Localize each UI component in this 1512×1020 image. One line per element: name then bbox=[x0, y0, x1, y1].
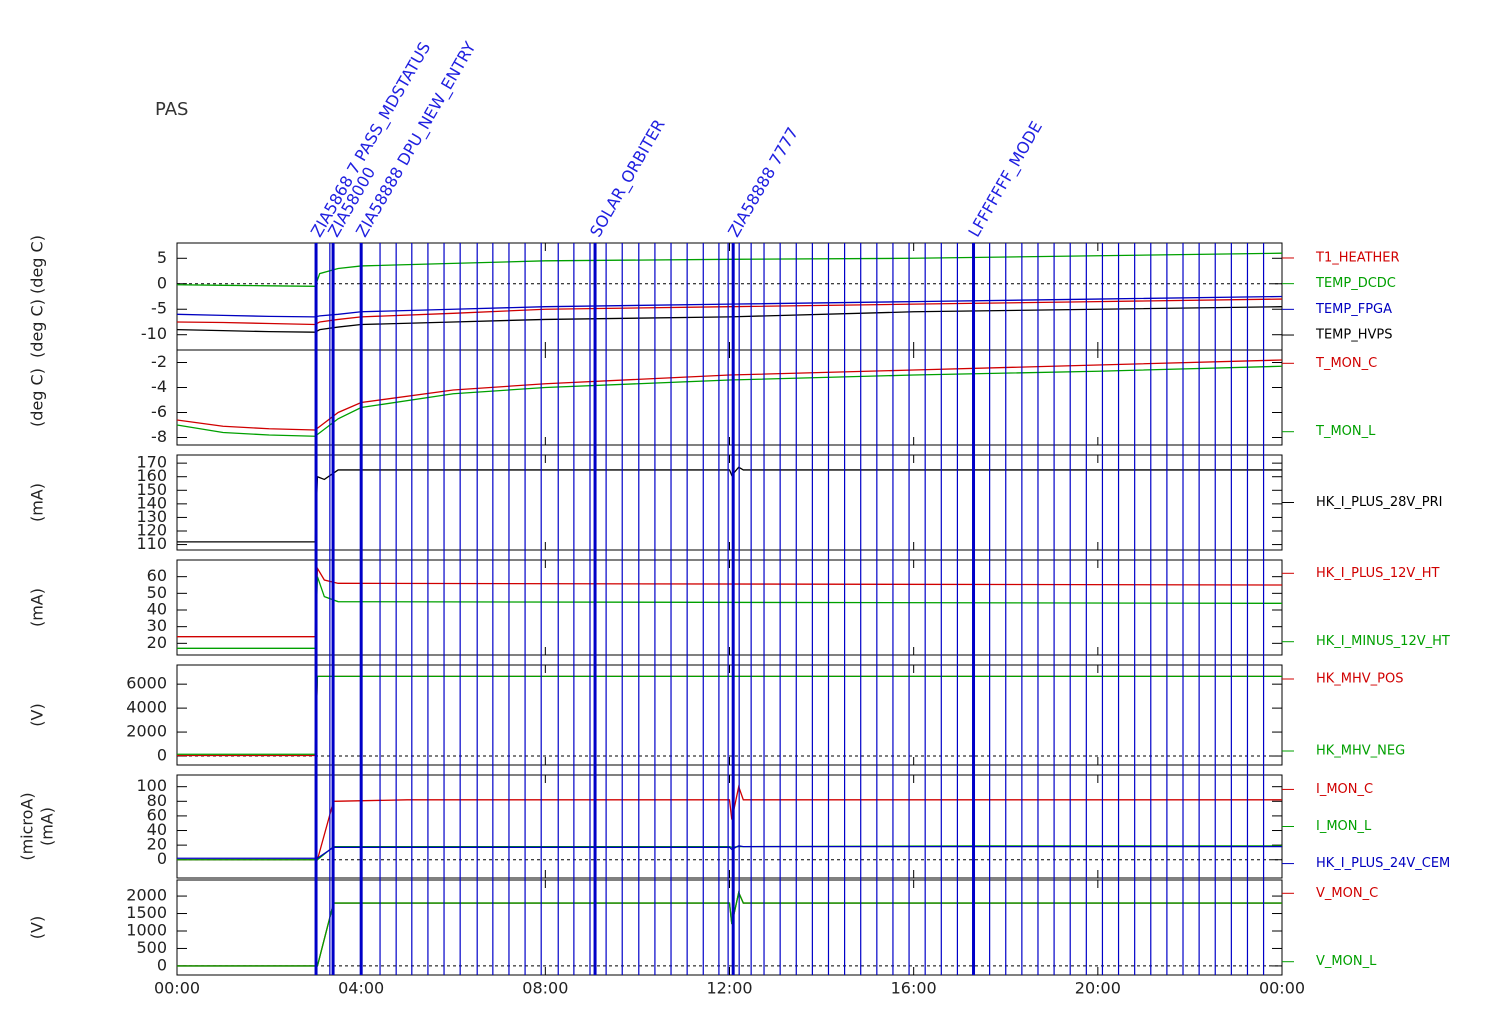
x-tick-label: 12:00 bbox=[706, 979, 752, 998]
y-axis-label: (mA) bbox=[28, 588, 47, 627]
legend-label: T_MON_L bbox=[1315, 424, 1376, 439]
data-line bbox=[177, 890, 1282, 967]
event-label: LFFFFFFF_MODE bbox=[964, 118, 1046, 241]
y-tick-label: -10 bbox=[141, 324, 167, 343]
data-line bbox=[177, 576, 1283, 649]
y-tick-label: 170 bbox=[136, 453, 167, 472]
legend-label: TEMP_FPGA bbox=[1315, 302, 1392, 317]
y-tick-label: -4 bbox=[151, 377, 167, 396]
data-line bbox=[177, 784, 1282, 861]
y-axis-label: (V) bbox=[28, 703, 47, 726]
data-line bbox=[177, 845, 1282, 859]
y-tick-label: 100 bbox=[136, 776, 167, 795]
y-tick-label: 60 bbox=[147, 805, 167, 824]
y-tick-label: 60 bbox=[147, 566, 167, 585]
data-line bbox=[176, 359, 1283, 431]
data-line bbox=[177, 466, 1282, 543]
data-line bbox=[176, 365, 1283, 437]
event-label: SOLAR_ORBITER bbox=[586, 116, 670, 241]
x-tick-label: 16:00 bbox=[891, 979, 937, 998]
y-axis-label: (mA) bbox=[28, 483, 47, 522]
y-tick-label: -8 bbox=[151, 427, 167, 446]
y-tick-label: 80 bbox=[147, 791, 167, 810]
x-tick-label: 04:00 bbox=[338, 979, 384, 998]
y-tick-label: 1000 bbox=[126, 920, 167, 939]
panel-frame bbox=[176, 774, 1283, 879]
legend-label: TEMP_HVPS bbox=[1315, 328, 1392, 343]
panel-frame bbox=[176, 559, 1283, 656]
x-tick-label: 00:00 bbox=[154, 979, 200, 998]
panel-frame bbox=[176, 454, 1283, 551]
y-tick-label: 0 bbox=[157, 849, 167, 868]
y-tick-label: 150 bbox=[136, 480, 167, 499]
y-tick-label: 130 bbox=[136, 507, 167, 526]
legend-label: T_MON_C bbox=[1315, 356, 1377, 371]
y-tick-label: 110 bbox=[136, 534, 167, 553]
legend-label: HK_I_PLUS_28V_PRI bbox=[1316, 495, 1442, 510]
x-tick-label: 08:00 bbox=[522, 979, 568, 998]
legend-label: T1_HEATHER bbox=[1315, 250, 1400, 265]
y-tick-label: 140 bbox=[136, 493, 167, 512]
y-tick-label: 20 bbox=[147, 835, 167, 854]
y-tick-label: 0 bbox=[157, 273, 167, 292]
legend-label: I_MON_L bbox=[1316, 819, 1372, 834]
y-tick-label: 2000 bbox=[126, 886, 167, 905]
y-axis-label: (mA) bbox=[38, 807, 57, 846]
y-tick-label: 50 bbox=[147, 583, 167, 602]
legend-label: HK_I_PLUS_12V_HT bbox=[1316, 566, 1440, 581]
legend-label: HK_I_MINUS_12V_HT bbox=[1316, 634, 1450, 649]
y-tick-label: -6 bbox=[151, 402, 167, 421]
data-line bbox=[176, 252, 1283, 287]
legend-label: TEMP_DCDC bbox=[1315, 276, 1396, 291]
legend-label: HK_MHV_POS bbox=[1316, 672, 1404, 687]
data-line bbox=[177, 675, 1282, 757]
x-tick-label: 00:00 bbox=[1259, 979, 1305, 998]
y-tick-label: 40 bbox=[147, 820, 167, 839]
y-tick-label: 160 bbox=[136, 466, 167, 485]
y-axis-label: (deg C) (deg C) bbox=[28, 235, 47, 358]
y-tick-label: -2 bbox=[151, 352, 167, 371]
legend-label: HK_MHV_NEG bbox=[1316, 744, 1405, 759]
y-tick-label: 1500 bbox=[126, 903, 167, 922]
event-label: ZIA58888 7777 bbox=[724, 124, 802, 240]
y-tick-label: 0 bbox=[157, 746, 167, 765]
data-line bbox=[176, 298, 1283, 326]
y-axis-label: (deg C) bbox=[28, 368, 47, 427]
y-tick-label: 20 bbox=[147, 633, 167, 652]
y-tick-label: 0 bbox=[157, 955, 167, 974]
panel-frame bbox=[176, 664, 1283, 766]
y-tick-label: 30 bbox=[147, 616, 167, 635]
legend-label: V_MON_L bbox=[1316, 954, 1377, 969]
chart-title: PAS bbox=[155, 99, 188, 120]
y-tick-label: 6000 bbox=[126, 674, 167, 693]
legend-label: I_MON_C bbox=[1316, 782, 1373, 797]
legend-label: V_MON_C bbox=[1316, 886, 1378, 901]
legend-label: HK_I_PLUS_24V_CEM bbox=[1316, 856, 1450, 871]
x-tick-label: 20:00 bbox=[1075, 979, 1121, 998]
y-axis-label: (microA) bbox=[18, 792, 37, 860]
y-tick-label: -5 bbox=[151, 299, 167, 318]
y-tick-label: 5 bbox=[157, 248, 167, 267]
data-line bbox=[177, 566, 1283, 638]
y-tick-label: 120 bbox=[136, 521, 167, 540]
y-tick-label: 4000 bbox=[126, 698, 167, 717]
y-tick-label: 40 bbox=[147, 600, 167, 619]
panel-frame bbox=[176, 879, 1283, 976]
y-tick-label: 2000 bbox=[126, 722, 167, 741]
y-axis-label: (V) bbox=[28, 916, 47, 939]
y-tick-label: 500 bbox=[136, 938, 167, 957]
data-line bbox=[177, 675, 1282, 755]
